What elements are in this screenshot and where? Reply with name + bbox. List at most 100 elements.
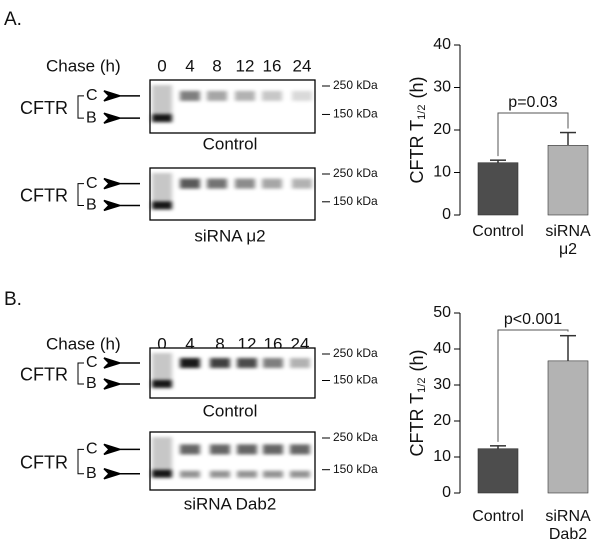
- x-tick-label: Control: [472, 508, 524, 525]
- band-c: [180, 90, 200, 101]
- band-c: [290, 444, 310, 455]
- significance-bracket: [497, 112, 569, 157]
- protein-label: CFTR: [20, 185, 68, 205]
- protein-label: CFTR: [20, 364, 68, 384]
- band-b-label: B: [86, 109, 97, 126]
- band-c: [180, 444, 200, 455]
- lane-label: 12: [236, 56, 255, 75]
- band-c: [237, 358, 257, 368]
- band-smear: [152, 85, 172, 119]
- marker-150: 150 kDa: [333, 462, 378, 476]
- panel-label: B.: [4, 289, 22, 310]
- blot-frame: [149, 167, 316, 221]
- blot-frame: [149, 431, 316, 491]
- band-b: [290, 470, 310, 478]
- y-axis-label-unit: (h): [407, 350, 427, 372]
- x-tick-label: siRNA: [545, 508, 591, 525]
- bracket: [77, 183, 84, 206]
- band-b-label: B: [86, 465, 97, 482]
- blot-bands: [152, 173, 312, 210]
- band-c: [235, 178, 255, 189]
- y-axis-label-main: CFTR T: [407, 120, 427, 184]
- lane-label: 8: [212, 56, 221, 75]
- band-c: [237, 444, 257, 455]
- protein-label: CFTR: [20, 452, 68, 472]
- y-tick-label: 10: [433, 164, 451, 181]
- marker-150: 150 kDa: [333, 194, 378, 208]
- y-tick-label: 50: [433, 304, 451, 321]
- lane-label: 0: [157, 56, 166, 75]
- arrow: [103, 468, 140, 480]
- arrow: [103, 357, 140, 369]
- lane-label: 8: [215, 334, 224, 353]
- band-c: [290, 358, 310, 368]
- blot-bands: [152, 437, 310, 478]
- y-tick-label: 20: [433, 412, 451, 429]
- x-tick-label: Dab2: [549, 526, 587, 543]
- y-tick-label: 0: [442, 484, 451, 501]
- y-axis-label: CFTR T1/2 (h): [407, 77, 428, 184]
- arrow: [103, 378, 140, 390]
- y-tick-label: 40: [433, 36, 451, 53]
- band-c: [263, 358, 283, 368]
- y-tick-label: 20: [433, 121, 451, 138]
- bracket: [77, 362, 84, 385]
- band-c-label: C: [86, 441, 98, 458]
- band-b: [152, 201, 172, 210]
- band-c: [263, 444, 283, 455]
- lane-label: 4: [185, 56, 194, 75]
- band-b: [263, 470, 283, 478]
- marker-250: 250 kDa: [333, 78, 378, 92]
- band-b: [237, 470, 257, 478]
- blot-caption: siRNA Dab2: [184, 494, 277, 513]
- band-c: [292, 90, 312, 101]
- protein-label: CFTR: [20, 98, 68, 118]
- significance-bracket: [497, 329, 569, 442]
- lane-label: 24: [293, 56, 312, 75]
- arrow: [103, 177, 140, 190]
- band-c-label: C: [86, 354, 98, 371]
- blot-bands: [152, 353, 310, 388]
- marker-250: 250 kDa: [333, 166, 378, 180]
- blot-frame: [149, 79, 316, 134]
- y-axis-label-main: CFTR T: [407, 393, 427, 457]
- bar: [477, 162, 519, 216]
- band-c: [262, 178, 282, 189]
- y-tick-label: 30: [433, 79, 451, 96]
- band-c: [262, 90, 282, 101]
- band-b-label: B: [86, 197, 97, 214]
- band-b: [180, 470, 200, 478]
- marker-250: 250 kDa: [333, 346, 378, 360]
- band-c: [207, 178, 227, 189]
- band-b: [152, 380, 172, 388]
- bar: [547, 360, 589, 494]
- panel-label: A.: [4, 9, 22, 30]
- chase-label: Chase (h): [46, 334, 121, 353]
- marker-150: 150 kDa: [333, 373, 378, 387]
- band-b-label: B: [86, 375, 97, 392]
- bracket: [77, 448, 84, 475]
- chase-label: Chase (h): [46, 56, 121, 75]
- blot-caption: siRNA μ2: [194, 226, 265, 245]
- marker-150: 150 kDa: [333, 107, 378, 121]
- y-axis-label-sub: 1/2: [416, 105, 428, 120]
- y-tick-label: 10: [433, 448, 451, 465]
- band-smear: [152, 173, 172, 206]
- blot-bands: [152, 85, 312, 123]
- lane-label: 0: [157, 334, 166, 353]
- band-b: [210, 470, 230, 478]
- blot-caption: Control: [203, 401, 258, 420]
- arrow: [103, 199, 140, 212]
- annotation: p<0.001: [504, 311, 562, 328]
- annotation: p=0.03: [508, 94, 557, 111]
- lane-label: 4: [185, 334, 194, 353]
- band-c: [210, 444, 230, 455]
- band-c: [292, 178, 312, 189]
- marker-250: 250 kDa: [333, 430, 378, 444]
- y-axis-label-sub: 1/2: [416, 378, 428, 393]
- band-c: [207, 90, 227, 101]
- arrow: [103, 443, 140, 456]
- x-tick-label: μ2: [559, 241, 577, 258]
- bar: [547, 145, 589, 216]
